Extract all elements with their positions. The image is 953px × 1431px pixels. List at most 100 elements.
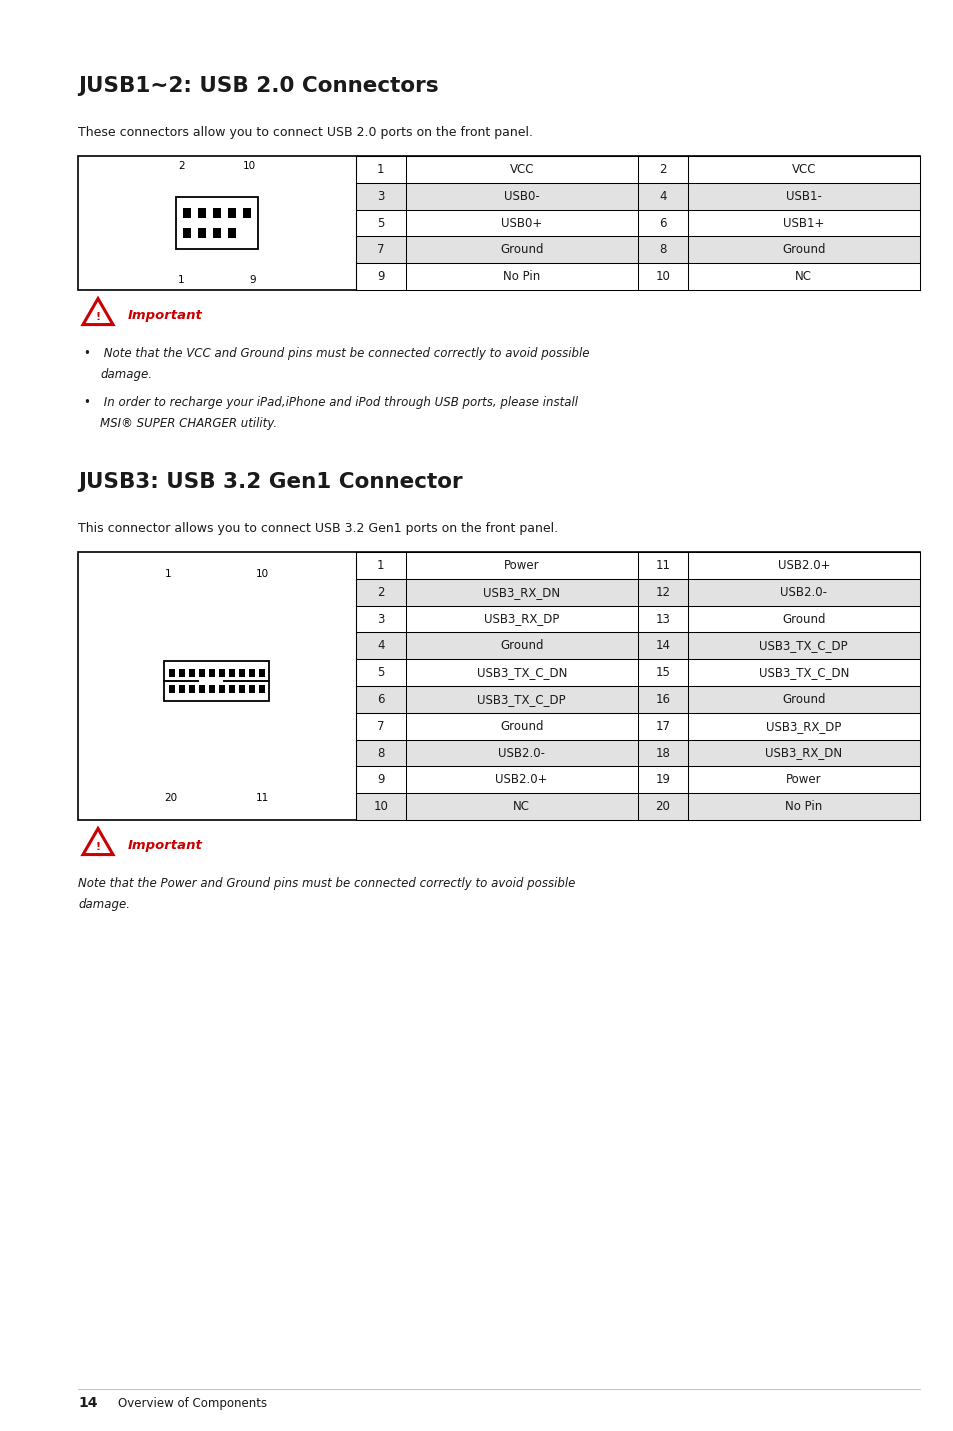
Text: No Pin: No Pin <box>784 800 821 813</box>
Text: VCC: VCC <box>791 163 815 176</box>
Text: NC: NC <box>513 800 530 813</box>
Bar <box>197 229 206 239</box>
Bar <box>78 552 919 820</box>
Text: USB1-: USB1- <box>785 190 821 203</box>
Text: 4: 4 <box>659 190 666 203</box>
Text: USB2.0-: USB2.0- <box>780 585 826 598</box>
Text: 6: 6 <box>659 216 666 229</box>
Text: 13: 13 <box>655 612 670 625</box>
Text: Ground: Ground <box>781 243 824 256</box>
Bar <box>213 229 221 239</box>
Bar <box>638 713 919 740</box>
Text: Ground: Ground <box>499 720 543 733</box>
Text: Note that the VCC and Ground pins must be connected correctly to avoid possible: Note that the VCC and Ground pins must b… <box>100 346 589 361</box>
Bar <box>228 229 235 239</box>
Text: USB3_TX_C_DP: USB3_TX_C_DP <box>759 640 847 653</box>
Bar <box>183 207 191 218</box>
Bar <box>175 197 257 249</box>
Bar <box>638 183 919 209</box>
Text: !: ! <box>95 843 100 853</box>
Bar <box>355 660 638 685</box>
Bar <box>638 156 919 183</box>
Text: damage.: damage. <box>78 899 130 912</box>
Bar <box>209 685 214 693</box>
Text: 7: 7 <box>376 720 384 733</box>
Bar <box>239 670 245 677</box>
Bar <box>259 685 265 693</box>
Text: 2: 2 <box>376 585 384 598</box>
Text: USB2.0-: USB2.0- <box>497 747 545 760</box>
Text: •: • <box>83 346 90 361</box>
Text: Overview of Components: Overview of Components <box>118 1397 267 1410</box>
Bar <box>199 670 205 677</box>
Text: VCC: VCC <box>509 163 534 176</box>
Text: damage.: damage. <box>100 368 152 381</box>
Text: No Pin: No Pin <box>502 270 539 283</box>
Bar <box>355 552 638 578</box>
Bar <box>219 685 225 693</box>
Text: 3: 3 <box>376 612 384 625</box>
Text: 10: 10 <box>655 270 670 283</box>
Bar <box>638 685 919 713</box>
Bar <box>209 670 214 677</box>
Bar <box>355 793 638 820</box>
Text: 11: 11 <box>256 793 269 803</box>
Text: USB0-: USB0- <box>503 190 539 203</box>
Text: 18: 18 <box>655 747 670 760</box>
Bar <box>355 767 638 793</box>
Text: !: ! <box>95 312 100 322</box>
Text: 20: 20 <box>164 793 177 803</box>
Bar <box>249 685 254 693</box>
Text: Important: Important <box>128 309 203 322</box>
Text: 1: 1 <box>376 163 384 176</box>
Text: 9: 9 <box>376 773 384 786</box>
Text: 14: 14 <box>78 1397 97 1410</box>
Text: JUSB3: USB 3.2 Gen1 Connector: JUSB3: USB 3.2 Gen1 Connector <box>78 472 462 492</box>
Text: 5: 5 <box>376 665 384 680</box>
Bar <box>638 793 919 820</box>
Text: This connector allows you to connect USB 3.2 Gen1 ports on the front panel.: This connector allows you to connect USB… <box>78 522 558 535</box>
Bar <box>638 740 919 767</box>
Bar <box>638 236 919 263</box>
Text: JUSB1~2: USB 2.0 Connectors: JUSB1~2: USB 2.0 Connectors <box>78 76 438 96</box>
Bar <box>638 767 919 793</box>
Text: USB0+: USB0+ <box>500 216 541 229</box>
Text: 10: 10 <box>373 800 388 813</box>
Text: 1: 1 <box>164 570 171 580</box>
Bar <box>638 633 919 660</box>
Bar <box>355 578 638 605</box>
Bar <box>243 207 251 218</box>
Bar <box>355 236 638 263</box>
Text: 2: 2 <box>178 162 184 170</box>
Polygon shape <box>83 829 112 854</box>
Bar <box>239 685 245 693</box>
Bar <box>164 661 269 701</box>
Bar <box>213 207 221 218</box>
Text: Ground: Ground <box>781 612 824 625</box>
Bar <box>189 670 194 677</box>
Bar <box>355 740 638 767</box>
Text: USB3_RX_DN: USB3_RX_DN <box>482 585 559 598</box>
Bar <box>355 713 638 740</box>
Text: 7: 7 <box>376 243 384 256</box>
Text: 4: 4 <box>376 640 384 653</box>
Text: 10: 10 <box>256 570 269 580</box>
Bar <box>219 670 225 677</box>
Text: USB2.0+: USB2.0+ <box>495 773 547 786</box>
Bar <box>638 263 919 290</box>
Bar <box>197 207 206 218</box>
Text: 1: 1 <box>376 560 384 572</box>
Text: 10: 10 <box>243 162 255 170</box>
Text: USB3_RX_DP: USB3_RX_DP <box>765 720 841 733</box>
Text: 20: 20 <box>655 800 670 813</box>
Bar <box>638 209 919 236</box>
Text: 1: 1 <box>178 275 184 285</box>
Text: USB3_TX_C_DN: USB3_TX_C_DN <box>758 665 848 680</box>
Text: NC: NC <box>795 270 811 283</box>
Text: 16: 16 <box>655 693 670 705</box>
Text: USB2.0+: USB2.0+ <box>777 560 829 572</box>
Text: Ground: Ground <box>499 640 543 653</box>
Bar <box>355 209 638 236</box>
Text: USB1+: USB1+ <box>782 216 823 229</box>
Bar <box>638 605 919 633</box>
